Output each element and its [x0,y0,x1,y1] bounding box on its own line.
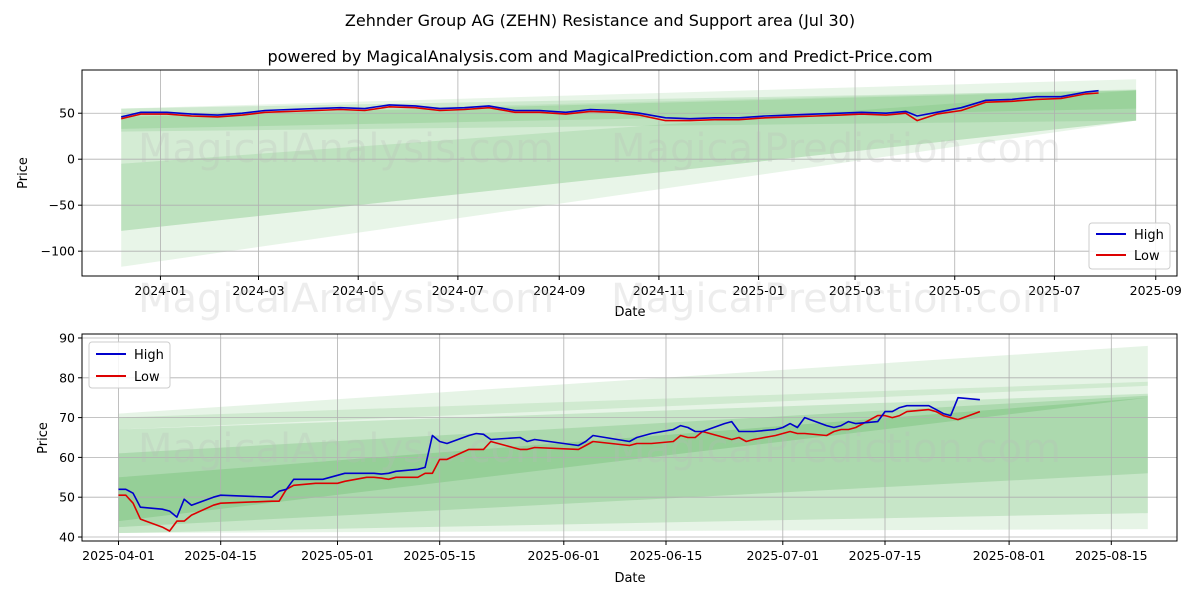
bottom-series-low-line [118,408,981,532]
bottom-band-3 [118,397,1148,522]
top-panel: MagicalAnalysis.com MagicalPrediction.co… [16,69,1182,320]
chart-title: Zehnder Group AG (ZEHN) Resistance and S… [345,11,855,30]
top-band-2 [121,90,1137,231]
top-x-tick-label: 2025-01 [732,283,784,298]
top-x-tick-label: 2024-07 [432,283,484,298]
top-x-tick-label: 2025-09 [1130,283,1182,298]
top-x-tick-label: 2025-07 [1028,283,1080,298]
bottom-band-1 [118,393,1148,533]
top-watermarks: MagicalAnalysis.com MagicalPrediction.co… [138,126,1061,172]
top-x-ticks: 2024-01 2024-03 2024-05 2024-07 2024-09 2024-… [134,276,1182,298]
top-series-low-line [121,92,1099,122]
bottom-x-tick-label: 2025-06-01 [527,548,600,563]
bottom-watermarks: MagicalAnalysis.com MagicalPrediction.co… [138,276,1061,472]
bottom-x-ticks: 2025-04-01 2025-04-15 2025-05-01 2025-05-15… [82,541,1148,563]
bottom-x-tick-label: 2025-06-15 [630,548,703,563]
top-lower-watermark-2: MagicalPrediction.com [611,276,1061,322]
bottom-x-tick-label: 2025-07-15 [849,548,922,563]
top-x-tick-label: 2024-09 [533,283,585,298]
bottom-panel: MagicalAnalysis.com MagicalPrediction.co… [36,276,1178,586]
top-y-label: Price [16,157,31,189]
bottom-series-high-line [118,396,980,518]
top-plot-frame [81,69,1178,277]
top-y-tick-label: −100 [41,244,75,259]
top-band-1 [121,89,1137,231]
top-lines [121,89,1099,122]
bottom-x-tick-label: 2025-08-01 [973,548,1046,563]
top-x-tick-label: 2025-05 [929,283,981,298]
top-band-0 [121,79,1137,267]
bottom-y-tick-label: 40 [59,530,75,545]
top-x-label: Date [614,305,645,320]
top-legend-low-label: Low [1134,249,1160,264]
chart-subtitle: powered by MagicalAnalysis.com and Magic… [267,47,932,66]
bottom-x-tick-label: 2025-08-15 [1075,548,1148,563]
bottom-watermark-1: MagicalAnalysis.com [138,426,554,472]
top-y-tick-label: −50 [49,198,75,213]
bottom-legend-low-label: Low [134,370,160,385]
bottom-legend-high-label: High [134,348,164,363]
bottom-y-tick-label: 80 [59,370,75,385]
top-lower-watermark-1: MagicalAnalysis.com [138,276,554,322]
bottom-y-tick-label: 70 [59,410,75,425]
bottom-lines [118,396,981,532]
top-x-tick-label: 2024-01 [134,283,186,298]
top-x-tick-label: 2024-11 [633,283,685,298]
bottom-y-tick-label: 90 [59,330,75,345]
top-grid [82,70,1177,276]
top-x-tick-label: 2025-03 [829,283,881,298]
top-y-ticks: −100 −50 0 50 [41,106,82,259]
top-legend: High Low [1088,222,1171,270]
bottom-x-tick-label: 2025-05-15 [403,548,476,563]
top-x-tick-label: 2024-05 [332,283,384,298]
bottom-plot-frame [81,333,1178,542]
top-x-tick-label: 2024-03 [232,283,284,298]
bottom-x-label: Date [614,571,645,586]
top-series-high-line [121,89,1099,120]
bottom-x-tick-label: 2025-04-15 [184,548,257,563]
bottom-y-tick-label: 50 [59,490,75,505]
bottom-legend: High Low [88,341,171,389]
top-bands [121,79,1137,267]
top-watermark-1: MagicalAnalysis.com [138,126,554,172]
bottom-x-tick-label: 2025-05-01 [301,548,374,563]
bottom-x-tick-label: 2025-04-01 [82,548,155,563]
bottom-x-tick-label: 2025-07-01 [746,548,819,563]
bottom-watermark-2: MagicalPrediction.com [611,426,1061,472]
top-y-tick-label: 0 [67,152,75,167]
bottom-y-label: Price [36,422,51,454]
bottom-band-2 [118,395,1148,528]
top-legend-high-label: High [1134,228,1164,243]
top-band-3 [121,90,1137,132]
top-y-tick-label: 50 [59,106,75,121]
top-watermark-2: MagicalPrediction.com [611,126,1061,172]
top-band-4 [121,90,1137,129]
bottom-y-tick-label: 60 [59,450,75,465]
bottom-y-ticks: 40 50 60 70 80 90 [59,330,82,545]
